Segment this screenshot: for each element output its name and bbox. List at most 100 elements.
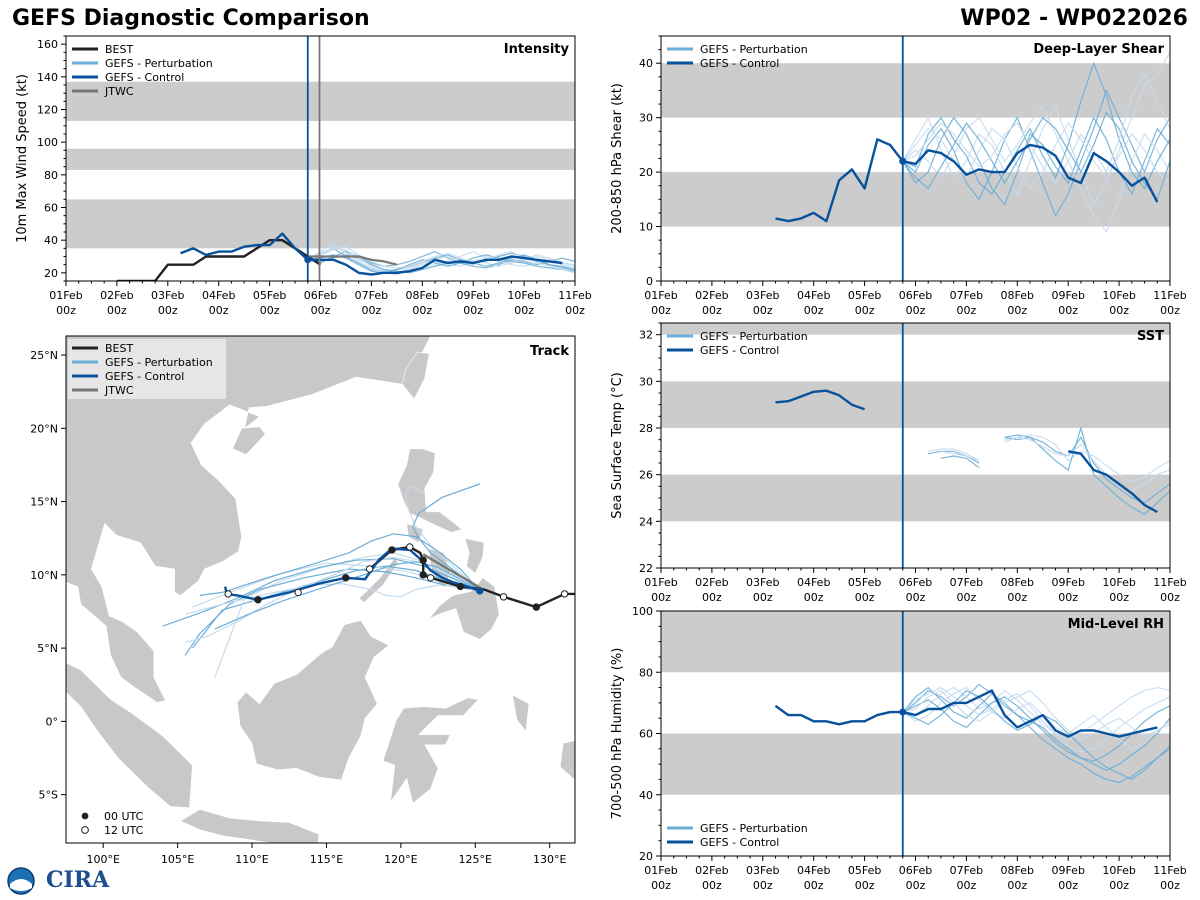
track-plot-area [66,336,575,843]
legend-label: GEFS - Control [700,836,779,849]
x-tick-hour-label: 00z [514,304,534,317]
y-tick-label: 160 [37,38,58,51]
perturbation-track [214,561,481,630]
x-tick-label: 03Feb [151,289,184,302]
shading-band [661,611,1170,673]
y-tick-label: 60 [44,202,58,215]
x-tick-label: 125°E [459,853,492,866]
land-borneo [236,619,390,781]
x-tick-hour-label: 00z [311,304,331,317]
gefs-control-line [775,389,866,411]
x-tick-hour-label: 00z [209,304,229,317]
y-tick-label: 40 [639,789,653,802]
x-tick-hour-label: 00z [804,879,824,892]
init-point [899,708,907,716]
x-tick-label: 02Feb [695,864,728,877]
y-tick-label: 32 [639,329,653,342]
control-track [224,547,481,602]
legend-marker-12utc [81,826,89,834]
y-axis-label: 200-850 hPa Shear (kt) [610,83,625,234]
x-tick-label: 01Feb [644,289,677,302]
logo-text: CIRA [46,867,110,893]
legend-label: GEFS - Perturbation [700,822,808,835]
panel-label: Track [530,344,569,359]
y-tick-label: 40 [44,234,58,247]
x-tick-label: 10Feb [507,289,540,302]
y-tick-label: 5°S [39,789,58,802]
x-tick-hour-label: 00z [1109,304,1129,317]
track-point-00utc [532,603,541,611]
track-point-12utc [224,590,232,598]
x-tick-label: 05Feb [848,289,881,302]
x-tick-label: 11Feb [1153,289,1186,302]
x-tick-hour-label: 00z [906,591,926,604]
x-tick-hour-label: 00z [957,879,977,892]
legend-label: 00 UTC [104,810,144,823]
x-tick-hour-label: 00z [855,304,875,317]
y-tick-label: 30 [639,375,653,388]
track-point-00utc [388,546,396,554]
y-tick-label: 40 [639,57,653,70]
perturbation-track [412,483,481,592]
x-tick-label: 09Feb [1051,864,1084,877]
y-tick-label: 26 [639,469,653,482]
x-tick-label: 01Feb [644,864,677,877]
panel-label: Mid-Level RH [1068,617,1164,632]
y-tick-label: 20 [639,166,653,179]
x-tick-hour-label: 00z [651,304,671,317]
track-point-12utc [426,574,435,582]
land-hainan [232,426,266,456]
x-tick-label: 09Feb [1051,289,1084,302]
x-tick-label: 110°E [235,853,268,866]
rh-panel: 20 40 60 80 100 01Feb 00z 02Feb 00z 03Feb 00z 04Feb… [610,605,1187,892]
marker-legend-box [68,806,156,840]
page-title: GEFS Diagnostic Comparison [12,6,370,31]
perturbation-member-line [902,696,1170,762]
land-halmahera [512,694,530,733]
track-point-00utc [419,571,427,579]
y-tick-label: 20 [44,267,58,280]
x-tick-hour-label: 00z [362,304,382,317]
x-tick-label: 05Feb [848,576,881,589]
shading-band [661,323,1170,335]
land-new-guinea [559,740,575,781]
x-tick-hour-label: 00z [753,879,773,892]
legend-label: GEFS - Control [105,71,184,84]
y-tick-label: 20 [639,850,653,863]
y-tick-label: 22 [639,562,653,575]
x-tick-hour-label: 00z [702,304,722,317]
perturbation-member-line [902,51,1170,207]
shear-panel: 0 10 20 30 40 01Feb 00z 02Feb 00z 03Feb 00z 04Feb 00… [610,35,1187,317]
storm-id: WP02 - WP022026 [960,6,1188,31]
legend-label: GEFS - Control [700,57,779,70]
y-tick-label: 100 [37,136,58,149]
x-tick-label: 08Feb [1001,864,1034,877]
y-axis-label: 700-500 hPa Humidity (%) [610,648,625,820]
legend-label: JTWC [104,85,134,98]
x-tick-hour-label: 00z [463,304,483,317]
x-tick-hour-label: 00z [855,591,875,604]
gefs-control-line [1067,450,1158,514]
x-tick-label: 04Feb [797,576,830,589]
y-tick-label: 10 [639,221,653,234]
x-tick-hour-label: 00z [1109,591,1129,604]
perturbation-member-line [940,436,1170,492]
x-tick-hour-label: 00z [957,304,977,317]
control-init-point [476,587,484,595]
y-tick-label: 5°N [37,642,58,655]
x-tick-hour-label: 00z [855,879,875,892]
legend-marker-00utc [81,812,89,820]
x-tick-hour-label: 00z [1160,304,1180,317]
x-tick-hour-label: 00z [1160,591,1180,604]
gefs-control-line [775,138,1159,223]
gefs-control-line [774,689,1158,738]
perturbation-member-line [940,425,1170,516]
track-point-00utc [456,582,465,591]
shading-band [66,199,575,249]
perturbation-track [192,565,480,649]
legend-label: GEFS - Control [105,370,184,383]
legend-label: 12 UTC [104,824,144,837]
x-tick-label: 02Feb [695,289,728,302]
legend-label: GEFS - Control [700,344,779,357]
